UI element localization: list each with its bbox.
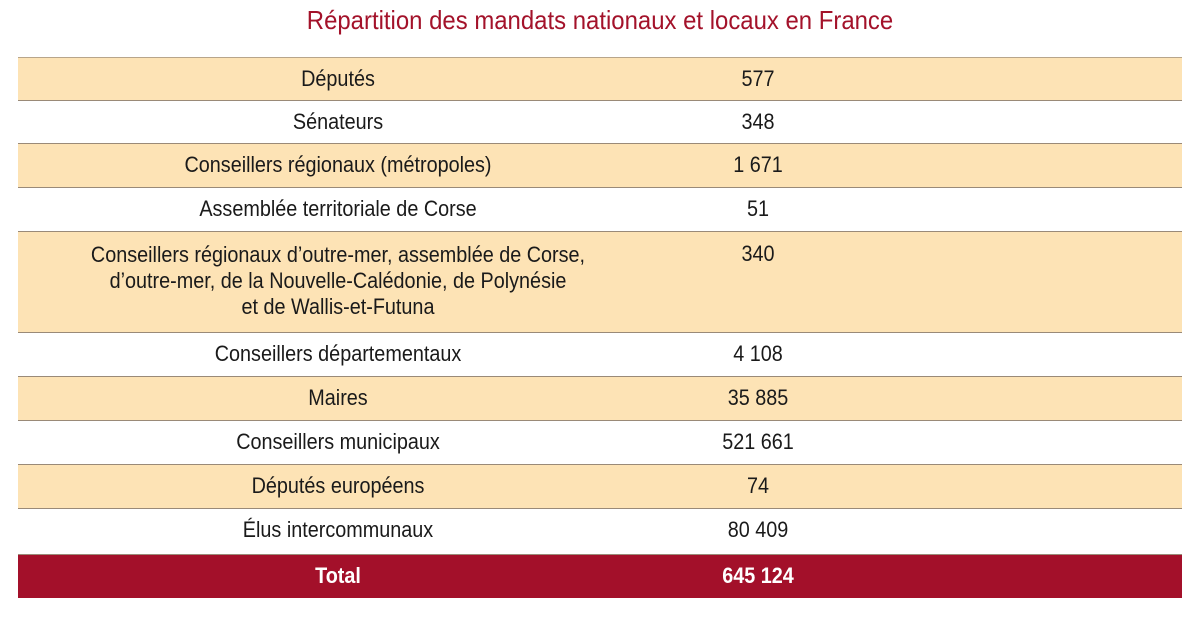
row-value: 1 671 [733, 152, 783, 177]
row-value: 340 [741, 241, 775, 266]
table-row: Maires 35 885 [18, 377, 1182, 421]
table-row: Conseillers départementaux 4 108 [18, 333, 1182, 377]
row-label-line: Conseillers régionaux d’outre-mer, assem… [90, 242, 586, 267]
row-value: 80 409 [727, 517, 789, 542]
table-row: Députés européens 74 [18, 465, 1182, 509]
row-value: 521 661 [722, 429, 794, 454]
row-label: Conseillers régionaux (métropoles) [184, 152, 492, 177]
row-label: Conseillers régionaux d’outre-mer, assem… [50, 232, 626, 332]
mandates-table: Députés 577 Sénateurs 348 Conseillers ré… [18, 57, 1182, 598]
row-label-line: et de Wallis-et-Futuna [241, 294, 435, 319]
table-row: Conseillers régionaux (métropoles) 1 671 [18, 144, 1182, 188]
row-label: Conseillers départementaux [214, 341, 462, 366]
row-value: 348 [741, 109, 775, 134]
total-value: 645 124 [722, 563, 794, 588]
row-value: 577 [741, 66, 775, 91]
row-label: Députés européens [251, 473, 425, 498]
row-value: 51 [746, 196, 770, 221]
row-label: Élus intercommunaux [242, 517, 434, 542]
table-title: Répartition des mandats nationaux et loc… [306, 5, 894, 35]
table-row: Conseillers régionaux d’outre-mer, assem… [18, 232, 1182, 333]
table-row: Assemblée territoriale de Corse 51 [18, 188, 1182, 232]
row-label: Sénateurs [292, 109, 384, 134]
table-row: Élus intercommunaux 80 409 [18, 509, 1182, 555]
table-row: Sénateurs 348 [18, 101, 1182, 144]
row-label: Assemblée territoriale de Corse [199, 196, 477, 221]
row-label: Députés [301, 66, 375, 91]
table-row: Députés 577 [18, 58, 1182, 101]
row-label: Conseillers municipaux [236, 429, 440, 454]
row-label: Maires [308, 385, 368, 410]
row-value: 4 108 [733, 341, 783, 366]
total-label: Total [315, 563, 361, 588]
table-row: Conseillers municipaux 521 661 [18, 421, 1182, 465]
total-row: Total 645 124 [18, 555, 1182, 598]
row-value: 35 885 [727, 385, 789, 410]
row-value: 74 [746, 473, 770, 498]
row-label-line: d’outre-mer, de la Nouvelle-Calédonie, d… [109, 268, 567, 293]
